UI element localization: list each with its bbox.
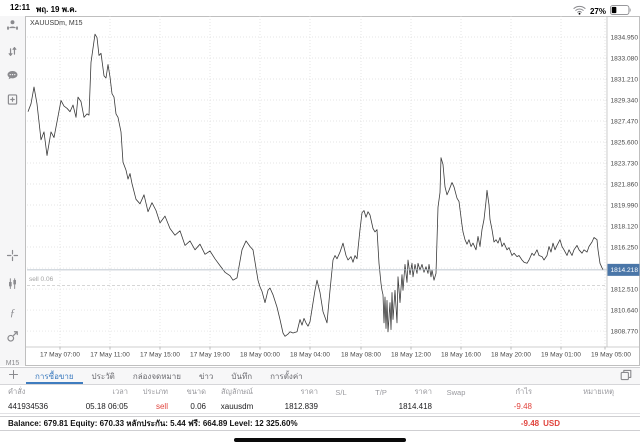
status-date: พฤ. 19 พ.ค. <box>36 5 77 14</box>
chart-symbol-label: XAUUSDm, M15 <box>30 20 83 27</box>
time-axis-label: 17 May 11:00 <box>90 352 130 359</box>
col-time: เวลา <box>112 387 128 396</box>
battery-percent: 27% <box>589 6 606 16</box>
detach-window-button[interactable] <box>618 368 634 386</box>
news-button[interactable] <box>0 92 25 112</box>
col-tp: T/P <box>375 387 387 397</box>
time-axis-label: 19 May 01:00 <box>541 352 581 359</box>
col-type: ประเภท <box>142 387 168 396</box>
position-price: 1814.418 <box>398 401 432 411</box>
account-summary: Balance: 679.81 Equity: 670.33 หลักประกั… <box>0 416 640 431</box>
col-price: ราคา <box>300 387 318 396</box>
tab-journal[interactable]: บันทึก <box>231 371 253 381</box>
account-profit: -9.48 USD <box>521 419 560 428</box>
windows-icon <box>620 368 632 386</box>
plus-icon <box>8 367 19 385</box>
col-swap: Swap <box>446 387 466 397</box>
battery-icon <box>610 2 632 20</box>
time-axis-label: 18 May 08:00 <box>341 352 381 359</box>
price-axis-label: 1825.600 <box>610 139 638 146</box>
time-axis-label: 19 May 05:00 <box>591 352 631 359</box>
sell-position-label: sell 0.06 <box>29 276 54 283</box>
quotes-button[interactable] <box>0 18 25 38</box>
function-icon: ƒ <box>9 307 16 319</box>
col-price2: ราคา <box>414 387 432 396</box>
time-axis-label: 18 May 04:00 <box>290 352 330 359</box>
current-price-tag-label: 1814.218 <box>610 267 638 274</box>
left-sidebar: ƒ M15 <box>0 16 25 367</box>
chat-button[interactable] <box>0 68 25 88</box>
price-axis-label: 1821.860 <box>610 181 638 188</box>
tab-news[interactable]: ข่าว <box>198 371 214 381</box>
account-summary-text: Balance: 679.81 Equity: 670.33 หลักประกั… <box>8 419 298 428</box>
position-type: sell <box>155 401 168 411</box>
candlestick-icon <box>6 277 19 295</box>
price-axis-label: 1827.470 <box>610 118 638 125</box>
chart-type-button[interactable] <box>0 276 25 296</box>
status-bar: 12:11 พฤ. 19 พ.ค. 27% <box>0 0 640 16</box>
position-row[interactable]: 441934536 05.18 06:05 sell 0.06 xauusdm … <box>0 399 640 414</box>
price-axis-label: 1819.990 <box>610 202 638 209</box>
price-axis-label: 1818.120 <box>610 223 638 230</box>
tab-settings[interactable]: การตั้งค่า <box>270 371 303 381</box>
account-profit-value: -9.48 <box>520 419 540 428</box>
price-axis-label: 1834.950 <box>610 34 638 41</box>
tab-trade[interactable]: การซื้อขาย <box>26 368 83 384</box>
position-time: 05.18 06:05 <box>85 401 128 411</box>
price-axis-label: 1831.210 <box>610 76 638 83</box>
wifi-icon <box>573 2 586 20</box>
chart-frame <box>25 16 640 366</box>
timeframe-button[interactable]: M15 <box>5 360 20 367</box>
position-symbol: xauusdm <box>220 401 254 411</box>
col-sl: S/L <box>335 387 347 397</box>
time-axis-label: 18 May 16:00 <box>441 352 481 359</box>
price-axis-label: 1829.340 <box>610 97 638 104</box>
shapes-icon <box>6 330 19 348</box>
col-symbol: สัญลักษณ์ <box>220 387 253 396</box>
position-open-price: 1812.839 <box>284 401 318 411</box>
trade-arrows-icon <box>6 45 19 63</box>
price-axis-label: 1808.770 <box>610 328 638 335</box>
indicators-button[interactable]: ƒ <box>0 303 25 323</box>
price-axis-label: 1823.730 <box>610 160 638 167</box>
price-axis-label: 1833.080 <box>610 55 638 62</box>
chat-icon <box>6 69 19 87</box>
time-axis-label: 18 May 12:00 <box>391 352 431 359</box>
position-order: 441934536 <box>8 401 49 411</box>
new-document-icon <box>6 93 19 111</box>
orders-table-header: คำสั่ง เวลา ประเภท ขนาด สัญลักษณ์ ราคา S… <box>0 385 640 399</box>
col-order: คำสั่ง <box>8 387 26 396</box>
col-comment: หมายเหตุ <box>583 387 614 396</box>
time-axis-label: 17 May 07:00 <box>40 352 80 359</box>
col-volume: ขนาด <box>186 387 206 396</box>
price-axis-label: 1810.640 <box>610 307 638 314</box>
current-price-tag <box>607 263 640 276</box>
add-chart-button[interactable] <box>0 368 26 384</box>
home-indicator[interactable] <box>234 438 406 442</box>
trade-button[interactable] <box>0 44 25 64</box>
objects-button[interactable] <box>0 329 25 349</box>
status-time: 12:11 <box>10 3 31 12</box>
time-axis-label: 18 May 20:00 <box>491 352 531 359</box>
col-profit: กำไร <box>515 387 532 396</box>
position-volume: 0.06 <box>190 401 206 411</box>
crosshair-button[interactable] <box>0 248 25 268</box>
account-profit-currency: USD <box>543 419 560 428</box>
time-axis-label: 17 May 15:00 <box>140 352 180 359</box>
time-axis-label: 18 May 00:00 <box>240 352 280 359</box>
position-profit: -9.48 <box>513 401 532 411</box>
bottom-tab-bar: การซื้อขาย ประวัติ กล่องจดหมาย ข่าว บันท… <box>0 367 640 385</box>
tab-history[interactable]: ประวัติ <box>91 371 115 381</box>
time-axis-label: 17 May 19:00 <box>190 352 230 359</box>
crosshair-icon <box>6 249 19 267</box>
quotes-icon <box>6 19 19 37</box>
price-series <box>27 33 604 337</box>
tab-mailbox[interactable]: กล่องจดหมาย <box>132 371 181 381</box>
price-axis-label: 1816.250 <box>610 244 638 251</box>
price-axis-label: 1812.510 <box>610 286 638 293</box>
